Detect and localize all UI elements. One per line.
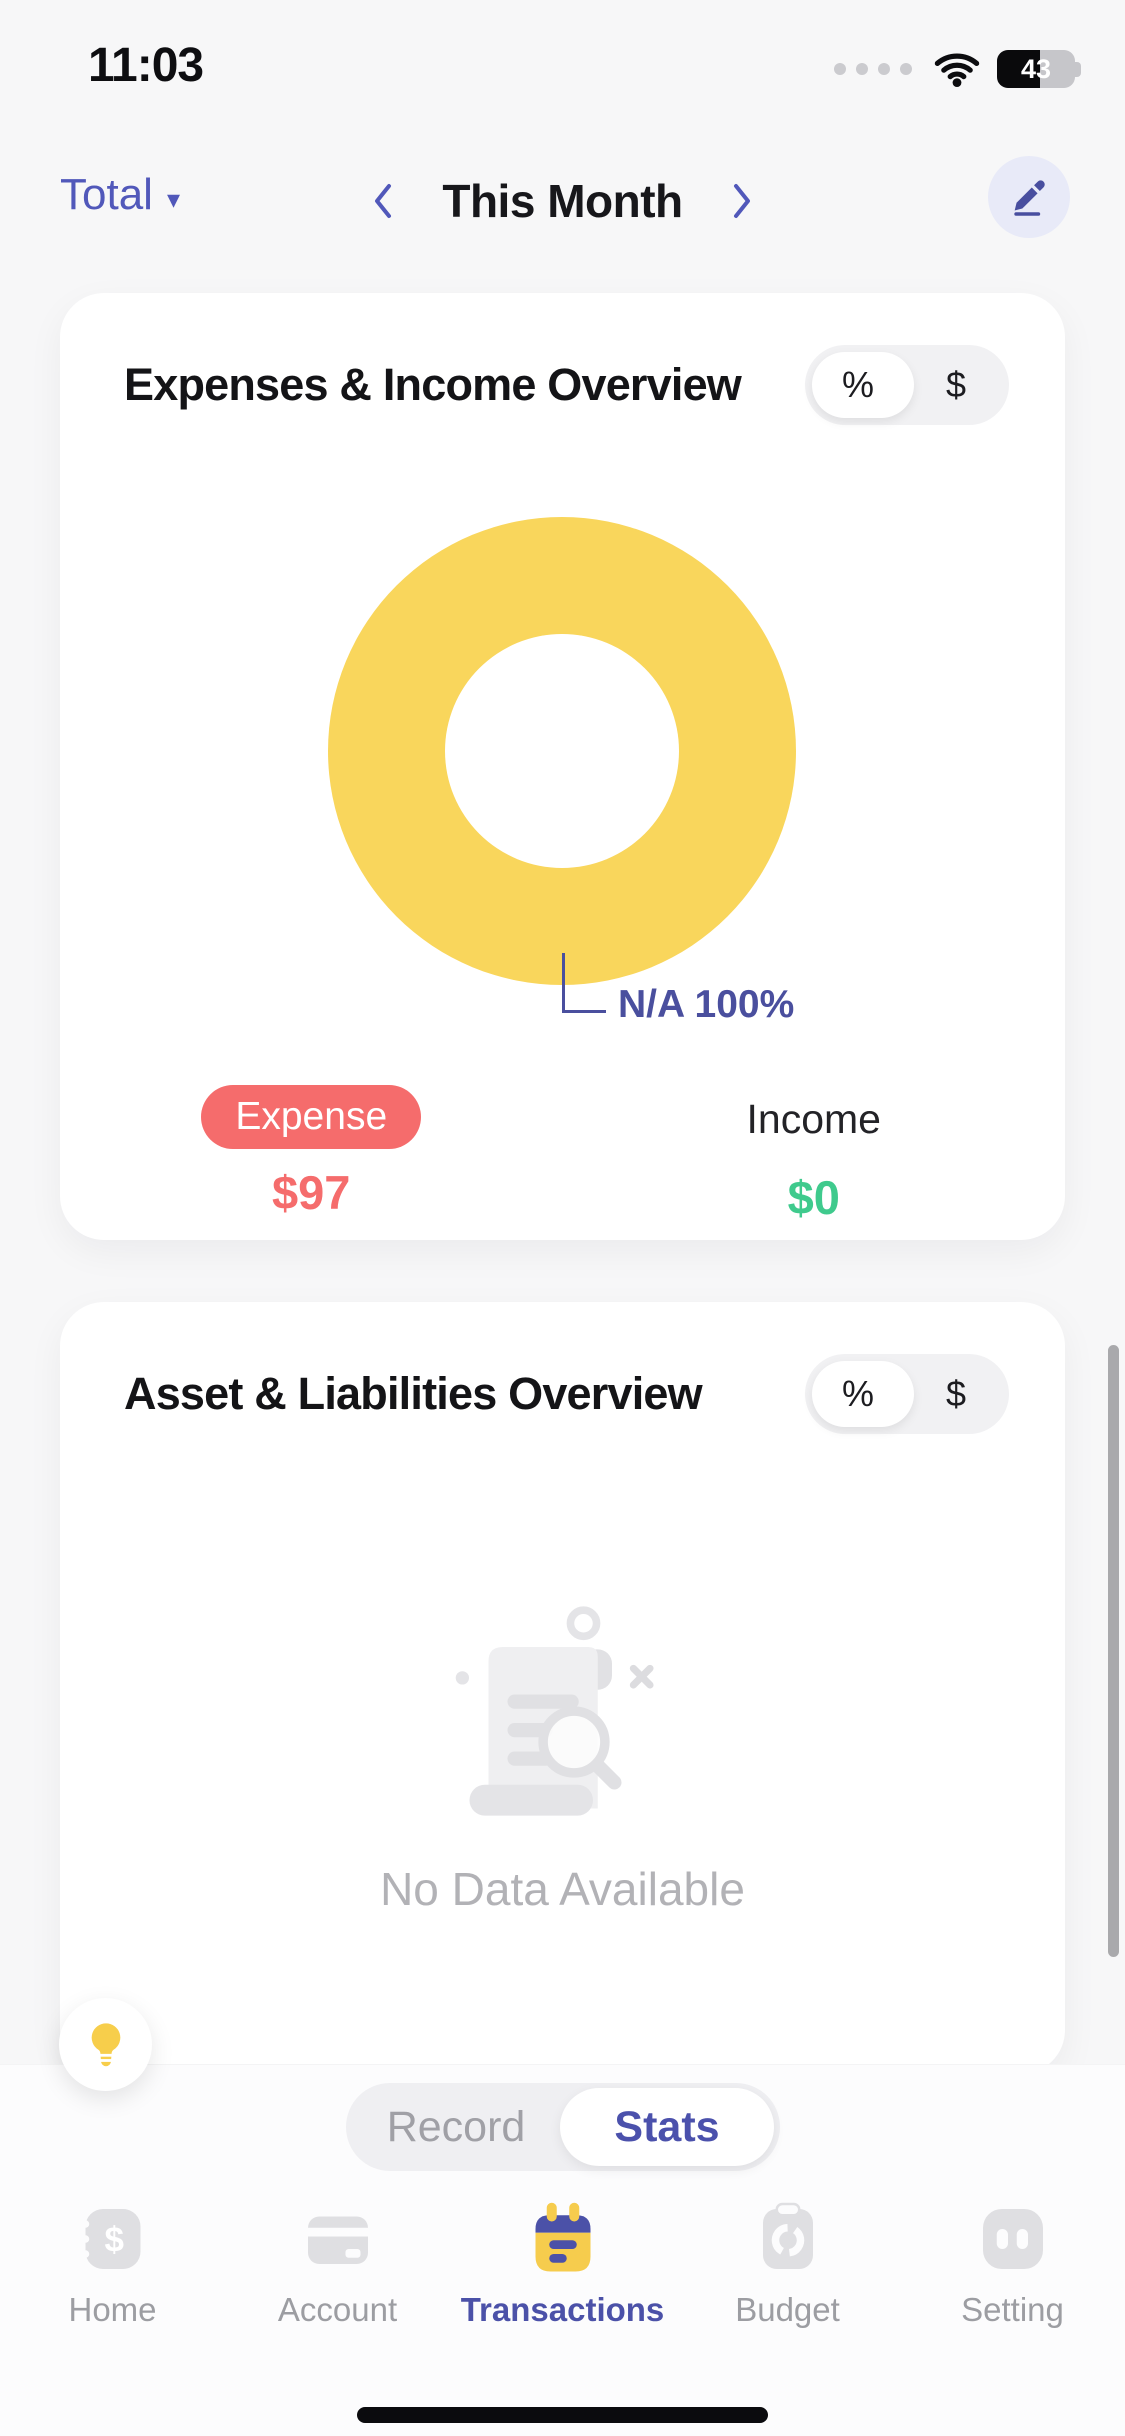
donut-chart <box>328 517 796 985</box>
home-indicator[interactable] <box>357 2407 768 2423</box>
svg-text:$: $ <box>104 2221 123 2260</box>
percent-dollar-toggle[interactable]: % $ <box>805 345 1009 425</box>
pencil-icon <box>1014 180 1045 216</box>
asset-card-title: Asset & Liabilities Overview <box>124 1368 703 1419</box>
asset-liabilities-card: Asset & Liabilities Overview % $ No Data… <box>60 1302 1065 2074</box>
no-data-illustration <box>455 1606 654 1816</box>
clipboard-ring-icon <box>762 2202 813 2269</box>
scrollbar[interactable] <box>1108 1345 1119 1957</box>
chart-legend: Expense $97 Income $0 <box>60 1085 1065 1225</box>
expense-value: $97 <box>272 1166 351 1219</box>
chevron-down-icon: ▾ <box>166 183 181 214</box>
tips-fab-button[interactable] <box>59 1998 152 2091</box>
ledger-dollar-icon: $ <box>81 2209 140 2269</box>
tab-label: Home <box>68 2291 157 2328</box>
status-time: 11:03 <box>88 39 204 92</box>
switch-face-icon <box>982 2209 1043 2269</box>
edit-button[interactable] <box>988 156 1070 238</box>
tab-label: Transactions <box>460 2291 665 2328</box>
battery-cap <box>1075 61 1081 77</box>
expense-badge[interactable]: Expense <box>201 1085 422 1149</box>
bottom-bar: Record Stats $ Home Account <box>0 2064 1125 2436</box>
credit-card-icon <box>307 2216 368 2264</box>
expenses-income-card: Expenses & Income Overview % $ N/A 100% … <box>60 293 1065 1240</box>
battery-percent: 43 <box>1020 53 1052 84</box>
chart-leader-line <box>562 1010 606 1013</box>
status-icons: 43 <box>833 50 1081 88</box>
battery-fill <box>997 50 1040 88</box>
tab-account[interactable]: Account <box>225 2199 450 2329</box>
lightbulb-icon <box>91 2022 120 2066</box>
cellular-signal-icon <box>834 63 912 75</box>
expenses-card-header: Expenses & Income Overview % $ <box>60 293 1065 425</box>
chart-leader-line <box>562 953 565 1013</box>
tab-label: Account <box>277 2291 398 2328</box>
tab-label: Budget <box>735 2291 840 2328</box>
tab-label: Setting <box>961 2291 1064 2328</box>
tab-transactions[interactable]: Transactions <box>450 2199 675 2329</box>
no-data-text: No Data Available <box>380 1863 745 1915</box>
toggle-thumb <box>812 1361 914 1427</box>
toggle-percent-option[interactable]: % <box>841 364 874 405</box>
next-period-button[interactable] <box>731 182 753 220</box>
income-legend-column: Income $0 <box>563 1085 1066 1225</box>
record-stats-segmented-control: Record Stats <box>346 2083 780 2171</box>
toggle-thumb <box>812 352 914 418</box>
prev-period-button[interactable] <box>372 182 394 220</box>
calendar-receipt-icon <box>535 2202 590 2272</box>
tab-bar: $ Home Account <box>0 2199 1125 2329</box>
asset-card-header: Asset & Liabilities Overview % $ <box>60 1302 1065 1434</box>
income-value: $0 <box>787 1171 840 1224</box>
chevron-right-icon <box>733 184 750 218</box>
tab-home[interactable]: $ Home <box>0 2199 225 2329</box>
tab-budget[interactable]: Budget <box>675 2199 900 2329</box>
toggle-dollar-option[interactable]: $ <box>945 364 967 405</box>
income-label[interactable]: Income <box>746 1096 881 1142</box>
percent-dollar-toggle[interactable]: % $ <box>805 1354 1009 1434</box>
segment-record[interactable]: Record <box>386 2102 526 2151</box>
chevron-left-icon <box>375 184 392 218</box>
period-navigator: This Month <box>0 160 1125 242</box>
toggle-percent-option[interactable]: % <box>841 1373 874 1414</box>
segment-stats-active[interactable]: Stats <box>560 2088 774 2166</box>
total-scope-dropdown[interactable]: Total ▾ <box>60 170 180 220</box>
battery-indicator: 43 <box>997 50 1081 88</box>
expense-legend-column: Expense $97 <box>60 1085 563 1225</box>
chart-annotation: N/A 100% <box>618 983 795 1026</box>
period-label: This Month <box>442 175 683 227</box>
scope-label: Total <box>60 170 153 219</box>
expenses-card-title: Expenses & Income Overview <box>124 359 742 410</box>
wifi-icon <box>934 53 980 87</box>
toggle-dollar-option[interactable]: $ <box>945 1373 967 1414</box>
tab-setting[interactable]: Setting <box>900 2199 1125 2329</box>
battery-icon: 43 <box>997 50 1075 88</box>
